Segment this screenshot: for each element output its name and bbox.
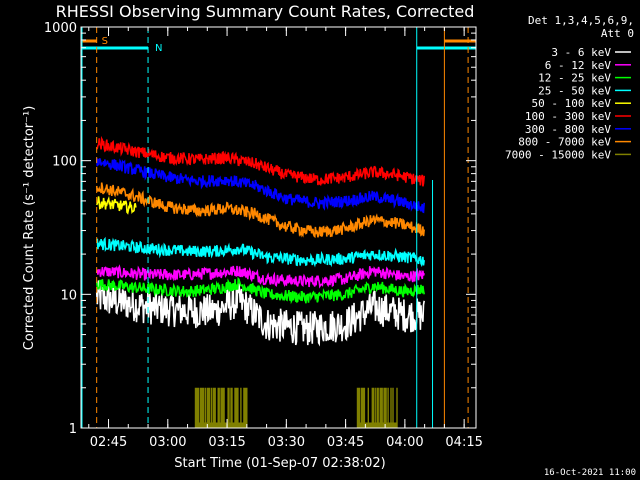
y-axis-label: Corrected Count Rate (s⁻¹ detector⁻¹) bbox=[22, 106, 37, 351]
legend-label-8: 7000 - 15000 keV bbox=[505, 148, 611, 161]
x-tick-label: 02:45 bbox=[90, 435, 127, 450]
series-line-0 bbox=[95, 280, 425, 347]
x-tick-label: 04:00 bbox=[386, 435, 423, 450]
y-tick-label: 1000 bbox=[44, 21, 77, 36]
legend-label-7: 800 - 7000 keV bbox=[518, 136, 611, 149]
x-axis-label: Start Time (01-Sep-07 02:38:02) bbox=[174, 456, 385, 471]
x-tick-label: 04:15 bbox=[445, 435, 482, 450]
flag-n-label: N bbox=[155, 43, 162, 54]
series-bursts-7000-15000-0 bbox=[194, 387, 248, 428]
flag-s-label: S bbox=[102, 36, 108, 47]
series-line-6 bbox=[95, 158, 425, 214]
y-tick-label: 1 bbox=[69, 422, 77, 437]
series-line-7 bbox=[95, 182, 425, 239]
series-bursts-7000-15000-1 bbox=[356, 387, 398, 428]
plot-area: S N 1 10 100 1000 02:45 03:00 03:15 03:30 03:45 04:… bbox=[44, 21, 483, 450]
plot-frame bbox=[80, 26, 477, 429]
y-tick-label: 10 bbox=[60, 288, 77, 303]
series-line-4 bbox=[95, 195, 137, 215]
legend-label-6: 300 - 800 keV bbox=[525, 123, 611, 136]
series-line-2 bbox=[95, 276, 425, 305]
date-stamp: 16-Oct-2021 11:00 bbox=[544, 468, 636, 478]
legend-label-0: 3 - 6 keV bbox=[551, 46, 611, 59]
chart-title: RHESSI Observing Summary Count Rates, Co… bbox=[56, 2, 475, 21]
legend-header-line2: Att 0 bbox=[601, 27, 634, 40]
x-tick-label: 03:45 bbox=[327, 435, 364, 450]
x-tick-label: 03:15 bbox=[208, 435, 245, 450]
legend-label-1: 6 - 12 keV bbox=[545, 59, 612, 72]
y-tick-label: 100 bbox=[52, 155, 77, 170]
series-line-3 bbox=[95, 236, 425, 268]
legend-label-3: 25 - 50 keV bbox=[538, 84, 611, 97]
legend-label-2: 12 - 25 keV bbox=[538, 72, 611, 85]
series-line-5 bbox=[96, 135, 425, 187]
legend-label-5: 100 - 300 keV bbox=[525, 110, 611, 123]
legend-header-line1: Det 1,3,4,5,6,9, bbox=[528, 14, 634, 27]
x-tick-label: 03:30 bbox=[268, 435, 305, 450]
x-tick-label: 03:00 bbox=[149, 435, 186, 450]
legend-label-4: 50 - 100 keV bbox=[532, 97, 612, 110]
series-line-1 bbox=[95, 264, 425, 289]
